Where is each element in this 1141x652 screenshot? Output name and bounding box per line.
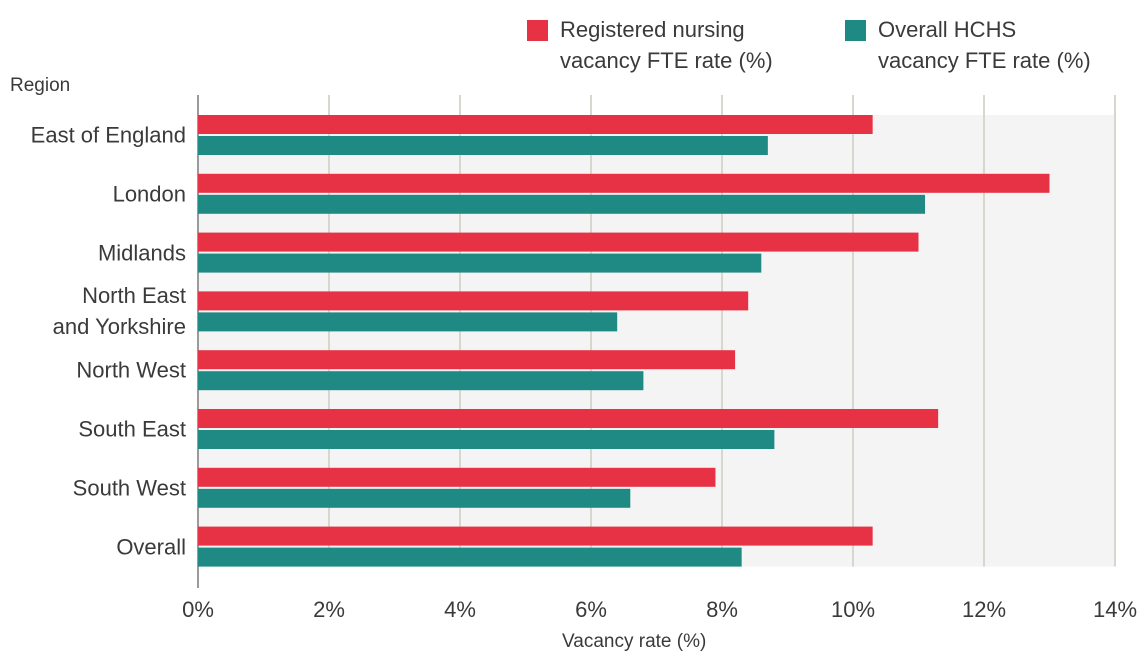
bar <box>198 312 618 332</box>
y-tick-label: North West <box>76 357 186 383</box>
bar <box>198 194 926 214</box>
y-tick-label: South East <box>78 416 186 442</box>
bar <box>198 467 716 487</box>
y-tick-label: North East and Yorkshire <box>52 283 186 340</box>
bar <box>198 430 775 449</box>
x-tick-label: 4% <box>444 597 476 622</box>
x-tick-label: 14% <box>1092 597 1138 622</box>
y-tick-label: South West <box>72 475 186 501</box>
y-tick-label: London <box>112 181 186 207</box>
bar <box>198 547 742 567</box>
bar <box>198 371 644 391</box>
y-tick-label: Midlands <box>97 240 186 266</box>
bar <box>198 173 1050 193</box>
bar <box>198 350 736 370</box>
legend-label: Overall HCHS vacancy FTE rate (%) <box>878 17 1091 73</box>
bar <box>198 409 939 428</box>
x-tick-label: 6% <box>575 597 607 622</box>
legend-swatch <box>527 20 548 41</box>
bar <box>198 232 919 252</box>
bar <box>198 291 749 311</box>
y-tick-label: East of England <box>30 122 186 148</box>
legend-swatch <box>845 20 866 41</box>
x-tick-label: 12% <box>961 597 1007 622</box>
y-tick-label: Overall <box>116 534 186 560</box>
bar <box>198 488 631 508</box>
x-tick-label: 0% <box>182 597 214 622</box>
x-tick-label: 8% <box>706 597 738 622</box>
x-axis-label: Vacancy rate (%) <box>562 631 707 652</box>
x-tick-label: 2% <box>313 597 345 622</box>
bar <box>198 115 873 134</box>
bar <box>198 253 762 273</box>
legend-label: Registered nursing vacancy FTE rate (%) <box>560 17 773 73</box>
bar <box>198 136 768 155</box>
bar <box>198 526 873 546</box>
x-tick-label: 10% <box>830 597 876 622</box>
y-axis-label: Region <box>10 75 71 96</box>
